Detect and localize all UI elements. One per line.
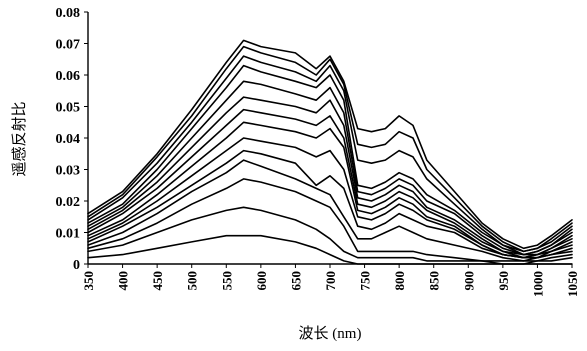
x-tick-label: 350: [81, 271, 96, 291]
series-line-1: [87, 39, 573, 250]
series-line-7: [87, 108, 573, 259]
ticks-layer: 0 0.01 0.02 0.03 0.04 0.05 0.06 0.07 0.08 350 400 4…: [56, 6, 581, 297]
y-tick-label: 0.08: [56, 6, 81, 21]
x-tick-label: 850: [427, 271, 442, 291]
x-tick-label: 800: [392, 271, 407, 291]
series-layer: [87, 39, 573, 265]
y-tick-label: 0.01: [56, 227, 81, 242]
x-tick-label: 650: [288, 271, 303, 291]
x-tick-label: 400: [116, 271, 131, 291]
y-tick-label: 0.07: [56, 38, 81, 53]
x-tick-label: 450: [150, 271, 165, 291]
x-tick-label: 550: [219, 271, 234, 291]
x-tick-label: 900: [461, 271, 476, 291]
x-tick-label: 750: [358, 271, 373, 291]
y-tick-label: 0.04: [56, 132, 81, 147]
x-tick-label: 600: [254, 271, 269, 291]
series-line-5: [87, 80, 573, 256]
x-tick-label: 500: [185, 271, 200, 291]
y-tick-label: 0.06: [56, 69, 81, 84]
series-line-11: [87, 159, 573, 262]
x-tick-label: 700: [323, 271, 338, 291]
x-tick-label: 1050: [565, 271, 580, 297]
x-axis-title: 波长 (nm): [299, 325, 362, 342]
series-line-2: [87, 45, 573, 253]
y-axis-title: 遥感反射比: [11, 101, 28, 176]
axes-layer: [87, 12, 572, 265]
series-line-8: [87, 121, 573, 259]
y-tick-label: 0.02: [56, 195, 81, 210]
series-line-12: [87, 178, 573, 262]
series-line-4: [87, 64, 573, 256]
y-tick-label: 0.05: [56, 101, 81, 116]
x-tick-label: 1000: [530, 271, 545, 297]
y-tick-label: 0.03: [56, 164, 81, 179]
series-line-10: [87, 149, 573, 259]
y-tick-label: 0: [73, 258, 80, 273]
x-tick-label: 950: [496, 271, 511, 291]
